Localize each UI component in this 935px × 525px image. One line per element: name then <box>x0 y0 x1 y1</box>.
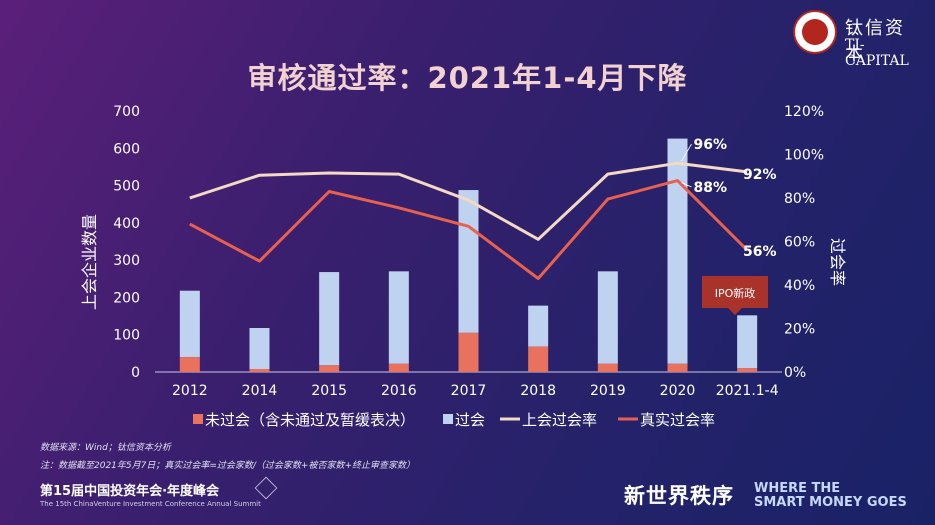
x-tick-label: 2018 <box>520 383 556 399</box>
bar-not-approved <box>319 365 340 372</box>
x-tick-label: 2021.1-4 <box>716 383 779 399</box>
callout-pointer <box>728 308 742 315</box>
y-left-tick-label: 700 <box>113 104 140 120</box>
bar-approved <box>458 190 479 333</box>
bar-approved <box>667 138 688 364</box>
event-branding: 第15届中国投资年会·年度峰会 The 15th ChinaVenture In… <box>40 480 261 508</box>
slogan-cn: 新世界秩序 <box>624 484 734 508</box>
annotation-2021-real: 56% <box>743 244 777 260</box>
y-left-axis-title: 上会企业数量 <box>80 214 99 310</box>
logo-name-cn: 钛信资本 <box>845 18 905 65</box>
bar-approved <box>179 290 200 358</box>
y-right-tick-label: 0% <box>784 365 806 381</box>
x-tick-label: 2020 <box>660 383 696 399</box>
x-tick-label: 2015 <box>311 383 347 399</box>
x-tick-label: 2016 <box>381 383 417 399</box>
legend-swatch <box>193 414 203 424</box>
bar-not-approved <box>249 369 270 372</box>
annotation-leader <box>681 143 692 162</box>
y-right-tick-label: 40% <box>784 278 815 294</box>
line-approval-rate <box>189 161 748 241</box>
event-title-en: The 15th ChinaVenture Investment Confere… <box>40 500 261 508</box>
bar-approved <box>388 271 409 364</box>
bar-approved <box>249 328 270 370</box>
bar-not-approved <box>528 346 549 372</box>
slogan-en: WHERE THE SMART MONEY GOES <box>754 482 907 510</box>
callout-label: IPO新政 <box>715 286 756 300</box>
bar-not-approved <box>388 363 409 372</box>
data-source-note: 数据来源：Wind；钛信资本分析 <box>40 443 171 453</box>
y-right-tick-label: 100% <box>784 148 824 164</box>
y-left-tick-label: 300 <box>113 253 140 269</box>
x-tick-label: 2017 <box>451 383 487 399</box>
y-right-tick-label: 120% <box>784 104 824 120</box>
legend-swatch <box>443 414 453 424</box>
logo-name-en: TI-CAPITAL <box>845 37 909 69</box>
bar-not-approved <box>737 368 758 372</box>
y-right-tick-label: 20% <box>784 322 815 338</box>
event-title-cn: 第15届中国投资年会·年度峰会 <box>40 484 220 499</box>
y-left-tick-label: 200 <box>113 290 140 306</box>
callout-box <box>702 276 768 308</box>
y-right-tick-label: 60% <box>784 235 815 251</box>
annotation-2020-approval: 96% <box>694 137 728 153</box>
bar-approved <box>319 272 340 366</box>
chart-title: 审核通过率：2021年1-4月下降 <box>247 61 688 95</box>
y-left-tick-label: 0 <box>131 365 140 381</box>
legend-label: 过会 <box>455 411 485 429</box>
annotation-2020-real: 88% <box>694 180 728 196</box>
slogan-en-line1: WHERE THE <box>754 481 841 496</box>
legend-label: 上会过会率 <box>522 411 597 429</box>
bar-approved <box>528 305 549 347</box>
x-tick-label: 2019 <box>590 383 626 399</box>
x-tick-label: 2012 <box>172 383 208 399</box>
y-right-tick-label: 80% <box>784 191 815 207</box>
legend-label: 真实过会率 <box>640 411 715 429</box>
legend-label: 未过会（含未通过及暂缓表决） <box>205 411 415 429</box>
y-left-tick-label: 100 <box>113 328 140 344</box>
line-real-approval-rate <box>189 179 749 280</box>
bar-not-approved <box>458 332 479 372</box>
bar-not-approved <box>667 363 688 372</box>
annotation-leader <box>681 182 692 188</box>
company-logo: 钛信资本 TI-CAPITAL <box>793 10 923 69</box>
y-left-tick-label: 600 <box>113 141 140 157</box>
annotation-2021-approval: 92% <box>743 167 777 183</box>
y-left-tick-label: 500 <box>113 179 140 195</box>
y-left-tick-label: 400 <box>113 216 140 232</box>
x-tick-label: 2014 <box>242 383 278 399</box>
bar-approved <box>737 315 758 369</box>
bar-not-approved <box>179 357 200 372</box>
y-right-axis-title: 过会率 <box>828 238 847 286</box>
slogan-en-line2: SMART MONEY GOES <box>754 495 907 510</box>
bar-not-approved <box>597 363 618 372</box>
definition-note: 注：数据截至2021年5月7日；真实过会率=过会家数/（过会家数+被否家数+终止… <box>40 461 416 471</box>
bar-approved <box>597 271 618 364</box>
logo-emblem-icon <box>793 10 837 54</box>
